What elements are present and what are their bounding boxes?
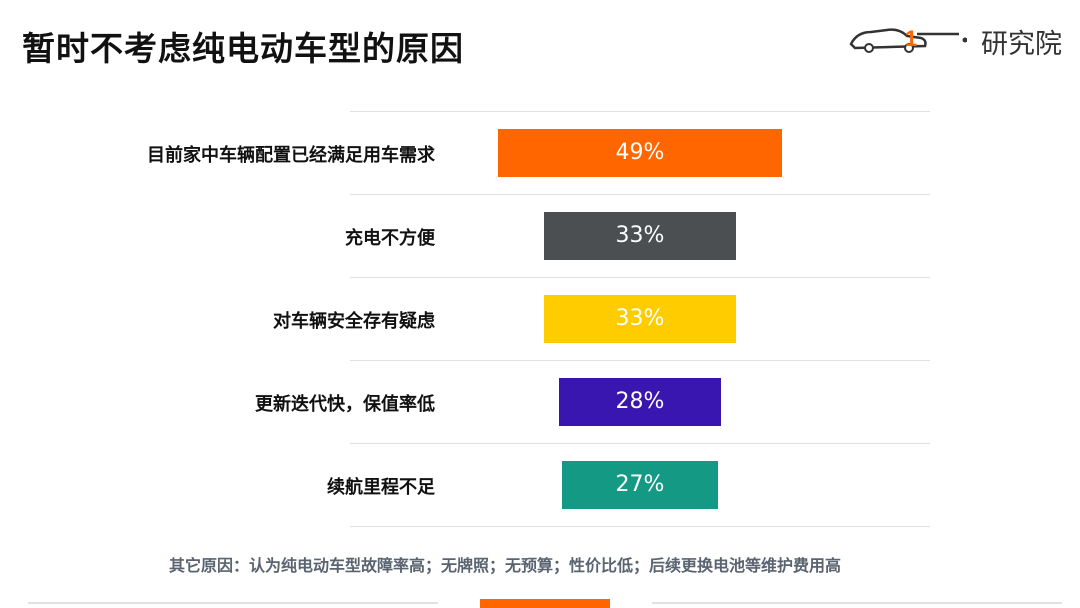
category-label: 更新迭代快，保值率低 [255,393,435,415]
grid-line [350,194,930,195]
bar-value-label: 28% [615,389,665,414]
svg-text:1: 1 [905,26,917,51]
bar: 27% [561,460,719,509]
grid-line [350,111,930,112]
bar-value-label: 33% [615,223,665,248]
bar-value-label: 49% [615,140,665,165]
bar: 49% [497,128,783,177]
bottom-accent-bar [480,599,610,608]
bottom-divider-right [652,602,1062,604]
page-title: 暂时不考虑纯电动车型的原因 [22,29,464,68]
grid-line [350,360,930,361]
grid-line [350,443,930,444]
bar: 33% [544,294,736,343]
bar-chart: 目前家中车辆配置已经满足用车需求 49% 充电不方便 33% 对车辆安全存有疑虑 33% 更… [147,111,930,527]
grid-line [350,526,930,527]
footnote: 其它原因：认为纯电动车型故障率高；无牌照；无预算；性价比低；后续更换电池等维护费… [168,556,841,575]
category-label: 续航里程不足 [327,476,435,498]
bar-value-label: 27% [615,472,665,497]
bottom-divider-left [28,602,438,604]
bar-value-label: 33% [615,306,665,331]
car-logo-icon: 1 [849,26,967,53]
category-label: 对车辆安全存有疑虑 [273,310,435,332]
brand-logo: 1 研究院 [847,20,1062,60]
logo-text: 研究院 [981,29,1062,60]
grid-line [350,277,930,278]
bar: 28% [558,377,722,426]
bar: 33% [544,211,736,260]
category-label: 充电不方便 [345,227,435,249]
category-label: 目前家中车辆配置已经满足用车需求 [147,144,435,166]
